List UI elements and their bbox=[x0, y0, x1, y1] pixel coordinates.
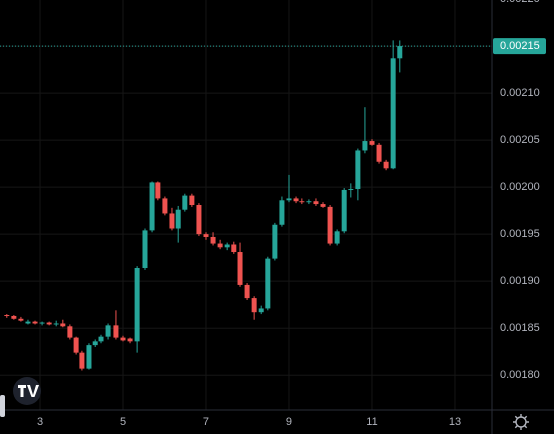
candle-body bbox=[272, 224, 278, 259]
scroll-left-button[interactable] bbox=[0, 395, 5, 417]
tradingview-logo[interactable] bbox=[13, 377, 41, 405]
candle-body bbox=[327, 206, 333, 244]
candle-body bbox=[60, 323, 66, 327]
axes: 0.00180 0.00185 0.00190 0.00195 0.00200 0.002… bbox=[37, 0, 546, 428]
candle-body bbox=[196, 205, 202, 235]
candle-body bbox=[98, 336, 104, 342]
y-tick-label: 0.00180 bbox=[500, 369, 540, 381]
y-tick-label: 0.00220 bbox=[500, 0, 540, 5]
candle-body bbox=[369, 141, 375, 145]
candle-body bbox=[46, 322, 52, 325]
last-price-label: 0.00215 bbox=[500, 40, 540, 52]
logo-glyph bbox=[18, 385, 39, 397]
candle-body bbox=[383, 161, 389, 169]
candle-body bbox=[286, 198, 292, 201]
candle-body bbox=[73, 337, 79, 353]
candle-body bbox=[113, 325, 119, 338]
candle-body bbox=[224, 244, 230, 248]
candles bbox=[0, 40, 492, 371]
candle-body bbox=[376, 144, 382, 162]
candle-body bbox=[127, 338, 133, 342]
candle-body bbox=[39, 322, 45, 324]
y-tick-label: 0.00195 bbox=[500, 228, 540, 240]
candle-body bbox=[4, 315, 10, 317]
candle-body bbox=[306, 201, 312, 203]
candle-body bbox=[11, 315, 17, 319]
candle-body bbox=[79, 352, 85, 369]
y-tick-label: 0.00210 bbox=[500, 87, 540, 99]
candle-body bbox=[231, 244, 237, 253]
candle-body bbox=[175, 209, 181, 229]
candle-body bbox=[320, 204, 326, 207]
candle-body bbox=[32, 321, 38, 324]
candle-body bbox=[210, 236, 216, 244]
x-tick-label: 9 bbox=[286, 416, 292, 428]
candle-body bbox=[362, 141, 368, 151]
candle-body bbox=[217, 243, 223, 248]
x-tick-label: 3 bbox=[37, 416, 43, 428]
candle-body bbox=[25, 321, 31, 324]
candle-body bbox=[348, 189, 354, 191]
candle-body bbox=[244, 284, 250, 299]
x-tick-label: 13 bbox=[449, 416, 461, 428]
candle-body bbox=[142, 230, 148, 269]
candle-body bbox=[86, 345, 92, 369]
candle-body bbox=[237, 252, 243, 285]
logo-badge[interactable] bbox=[13, 377, 41, 405]
candle-body bbox=[162, 198, 168, 214]
candle-body bbox=[120, 337, 126, 341]
candle-body bbox=[397, 46, 403, 59]
last-price-tag bbox=[493, 38, 546, 55]
candle-body bbox=[149, 182, 155, 231]
y-tick-label: 0.00200 bbox=[500, 181, 540, 193]
candle-body bbox=[18, 318, 24, 321]
candle-body bbox=[189, 195, 195, 205]
x-tick-label: 7 bbox=[203, 416, 209, 428]
x-tick-label: 5 bbox=[120, 416, 126, 428]
candle-body bbox=[334, 231, 340, 244]
gear-teeth bbox=[513, 414, 529, 430]
candle-body bbox=[299, 201, 305, 203]
candle-body bbox=[313, 201, 319, 205]
y-tick-label: 0.00205 bbox=[500, 134, 540, 146]
settings-button[interactable] bbox=[513, 414, 529, 430]
candle-body bbox=[67, 326, 73, 338]
y-tick-label: 0.00190 bbox=[500, 275, 540, 287]
x-tick-label: 11 bbox=[366, 416, 377, 428]
candle-body bbox=[293, 198, 299, 202]
candle-body bbox=[279, 200, 285, 225]
candle-body bbox=[169, 213, 175, 229]
candle-body bbox=[258, 308, 264, 313]
candle-body bbox=[390, 58, 396, 169]
candle-body bbox=[53, 323, 59, 325]
candle-body bbox=[155, 182, 161, 199]
candle-body bbox=[265, 258, 271, 309]
grid bbox=[0, 0, 492, 410]
candle-body bbox=[341, 189, 347, 232]
scroll-left-tab[interactable] bbox=[0, 395, 5, 417]
candle-body bbox=[105, 325, 111, 337]
candle-body bbox=[182, 195, 188, 210]
y-tick-label: 0.00185 bbox=[500, 322, 540, 334]
candle-body bbox=[92, 341, 98, 346]
candle-body bbox=[203, 234, 209, 237]
candle-body bbox=[355, 150, 361, 190]
candle-body bbox=[251, 298, 257, 313]
candle-body bbox=[134, 268, 140, 342]
